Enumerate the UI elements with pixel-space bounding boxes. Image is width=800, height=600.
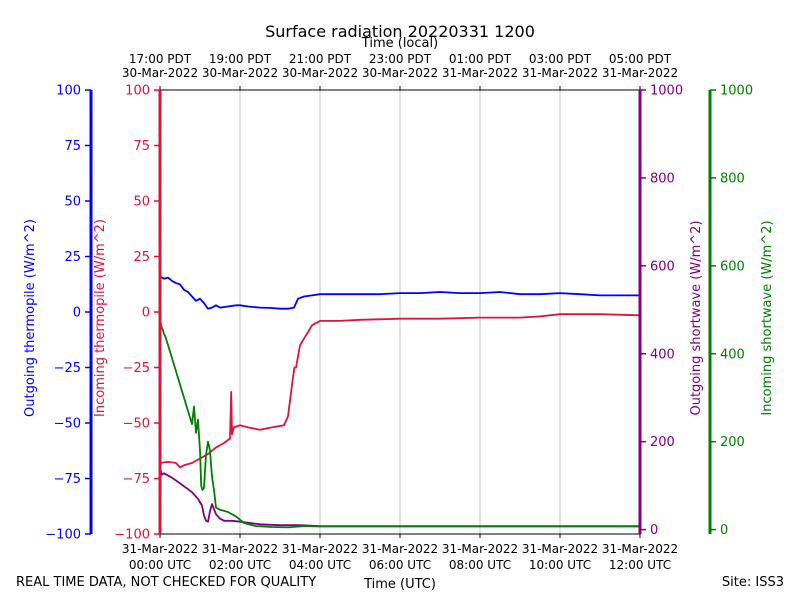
outgoing_shortwave-tick-label-0: 0 xyxy=(650,523,658,538)
bottom-tick-label-2-line1: 31-Mar-2022 xyxy=(282,542,358,556)
outgoing_thermopile-tick-label-2: −50 xyxy=(54,417,81,432)
series-lines xyxy=(159,275,641,529)
top-axis-label: Time (local) xyxy=(361,36,438,51)
top-tick-label-3-line2: 30-Mar-2022 xyxy=(362,66,438,80)
series-incoming-thermopile xyxy=(159,313,641,469)
bottom-tick-label-0-line2: 00:00 UTC xyxy=(129,558,191,572)
top-tick-label-5-line2: 31-Mar-2022 xyxy=(522,66,598,80)
incoming_thermopile-axis-label: Incoming thermopile (W/m^2) xyxy=(93,219,108,417)
quality-note: REAL TIME DATA, NOT CHECKED FOR QUALITY xyxy=(16,575,317,590)
bottom-tick-label-2-line2: 04:00 UTC xyxy=(289,558,351,572)
series-outgoing-thermopile xyxy=(159,275,640,310)
top-tick-label-1-line2: 30-Mar-2022 xyxy=(202,66,278,80)
bottom-tick-label-0-line1: 31-Mar-2022 xyxy=(122,542,198,556)
top-tick-label-4-line1: 01:00 PDT xyxy=(449,52,512,66)
site-label: Site: ISS3 xyxy=(721,575,784,590)
outgoing_thermopile-tick-label-3: −25 xyxy=(54,361,81,376)
incoming_thermopile-tick-label-3: −25 xyxy=(123,361,150,376)
incoming_shortwave-tick-label-0: 0 xyxy=(720,523,728,538)
outgoing_shortwave-tick-label-3: 600 xyxy=(650,259,675,274)
bottom-tick-label-1-line2: 02:00 UTC xyxy=(209,558,271,572)
incoming_shortwave-tick-label-4: 800 xyxy=(720,171,745,186)
incoming_shortwave-axis-label: Incoming shortwave (W/m^2) xyxy=(760,220,775,415)
outgoing_thermopile-tick-label-1: −75 xyxy=(54,472,81,487)
outgoing_thermopile-tick-label-4: 0 xyxy=(73,306,81,321)
chart-title: Surface radiation 20220331 1200 xyxy=(265,22,535,41)
bottom-tick-label-4-line2: 08:00 UTC xyxy=(449,558,511,572)
incoming_shortwave-tick-label-2: 400 xyxy=(720,347,745,362)
bottom-tick-label-6-line2: 12:00 UTC xyxy=(609,558,671,572)
bottom-tick-label-5-line1: 31-Mar-2022 xyxy=(522,542,598,556)
top-tick-label-0-line1: 17:00 PDT xyxy=(129,52,192,66)
incoming_thermopile-tick-label-4: 0 xyxy=(142,306,150,321)
incoming_shortwave-tick-label-1: 200 xyxy=(720,435,745,450)
incoming_thermopile-tick-label-2: −50 xyxy=(123,417,150,432)
top-tick-label-0-line2: 30-Mar-2022 xyxy=(122,66,198,80)
outgoing_thermopile-tick-label-5: 25 xyxy=(64,250,81,265)
top-tick-label-3-line1: 23:00 PDT xyxy=(369,52,432,66)
incoming_shortwave-tick-label-3: 600 xyxy=(720,259,745,274)
incoming_shortwave-tick-label-5: 1000 xyxy=(720,84,753,99)
outgoing_thermopile-tick-label-7: 75 xyxy=(64,139,81,154)
bottom-tick-label-5-line2: 10:00 UTC xyxy=(529,558,591,572)
outgoing_thermopile-tick-label-8: 100 xyxy=(56,84,81,99)
outgoing_shortwave-tick-label-1: 200 xyxy=(650,435,675,450)
outgoing_shortwave-axis-label: Outgoing shortwave (W/m^2) xyxy=(689,220,704,415)
outgoing_thermopile-tick-label-6: 50 xyxy=(64,195,81,210)
top-tick-label-2-line1: 21:00 PDT xyxy=(289,52,352,66)
top-tick-label-6-line2: 31-Mar-2022 xyxy=(602,66,678,80)
incoming_thermopile-tick-label-5: 25 xyxy=(133,250,150,265)
incoming_thermopile-tick-label-6: 50 xyxy=(133,195,150,210)
bottom-tick-label-3-line1: 31-Mar-2022 xyxy=(362,542,438,556)
outgoing_thermopile-tick-label-0: −100 xyxy=(45,528,81,543)
series-incoming-shortwave xyxy=(159,318,640,529)
outgoing_shortwave-tick-label-2: 400 xyxy=(650,347,675,362)
bottom-tick-label-4-line1: 31-Mar-2022 xyxy=(442,542,518,556)
incoming_thermopile-tick-label-1: −75 xyxy=(123,472,150,487)
top-tick-label-6-line1: 05:00 PDT xyxy=(609,52,672,66)
top-tick-label-1-line1: 19:00 PDT xyxy=(209,52,272,66)
bottom-tick-label-1-line1: 31-Mar-2022 xyxy=(202,542,278,556)
axes: 31-Mar-2022 00:00 UTC 31-Mar-2022 02:00 UTC… xyxy=(23,52,775,572)
outgoing_thermopile-axis-label: Outgoing thermopile (W/m^2) xyxy=(23,219,38,417)
top-tick-label-4-line2: 31-Mar-2022 xyxy=(442,66,518,80)
grid-lines xyxy=(239,90,561,534)
incoming_thermopile-tick-label-7: 75 xyxy=(133,139,150,154)
x-axis-label: Time (UTC) xyxy=(363,577,436,592)
outgoing_shortwave-tick-label-4: 800 xyxy=(650,171,675,186)
top-tick-label-2-line2: 30-Mar-2022 xyxy=(282,66,358,80)
incoming_thermopile-tick-label-0: −100 xyxy=(114,528,150,543)
top-tick-label-5-line1: 03:00 PDT xyxy=(529,52,592,66)
outgoing_shortwave-tick-label-5: 1000 xyxy=(650,84,683,99)
bottom-tick-label-3-line2: 06:00 UTC xyxy=(369,558,431,572)
incoming_thermopile-tick-label-8: 100 xyxy=(125,84,150,99)
bottom-tick-label-6-line1: 31-Mar-2022 xyxy=(602,542,678,556)
